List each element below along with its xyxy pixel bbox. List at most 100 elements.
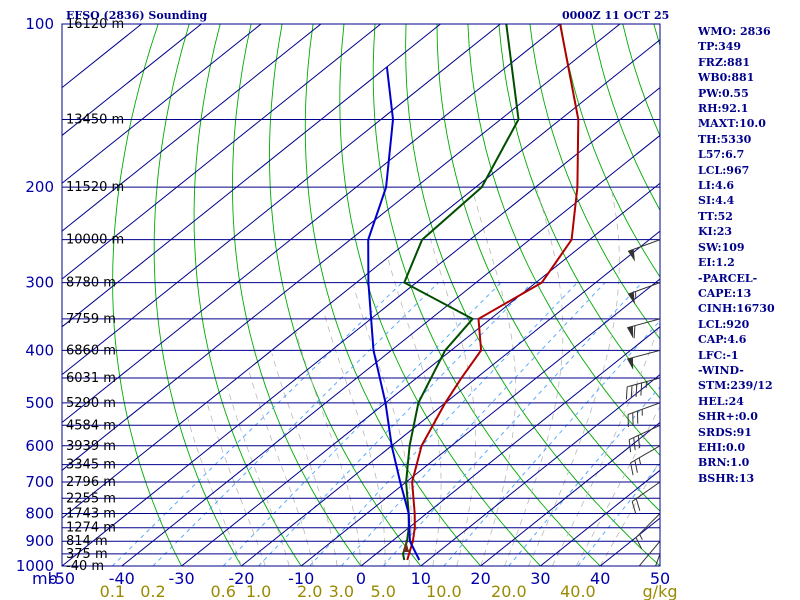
isotherm <box>420 373 660 566</box>
mixing-ratio-line <box>443 320 660 566</box>
height-label: 2255 m <box>66 491 116 506</box>
wind-barb-staff <box>627 239 660 252</box>
isotherm <box>62 24 202 137</box>
height-label: 4584 m <box>66 418 116 433</box>
index-item: -WIND- <box>698 363 744 377</box>
index-item: WB0:881 <box>698 71 755 85</box>
wind-barb-pennant <box>627 326 634 339</box>
wind-barb <box>627 402 660 428</box>
wind-barb-pennant <box>628 292 635 305</box>
index-item: HEL:24 <box>698 394 744 408</box>
temperature-tick-label: -10 <box>288 569 314 588</box>
wind-barb-full <box>633 325 636 339</box>
isotherm <box>62 24 501 376</box>
moist-adiabat <box>248 369 314 566</box>
temperature-tick-label: 50 <box>650 569 670 588</box>
pressure-tick-label: 800 <box>25 504 54 522</box>
wind-barb-half <box>641 409 643 416</box>
index-item: WMO: 2836 <box>698 25 771 38</box>
wind-barb-full <box>633 437 636 451</box>
height-label: 13450 m <box>66 112 124 127</box>
height-label: 6860 m <box>66 343 116 358</box>
wind-barb <box>631 481 660 514</box>
index-item: -PARCEL- <box>698 271 758 285</box>
pressure-tick-label: 100 <box>25 15 54 33</box>
isotherm <box>540 469 660 566</box>
isotherm <box>62 24 621 471</box>
wind-barb-staff <box>635 513 660 538</box>
wind-barb <box>627 349 660 370</box>
wind-barb-full <box>637 435 641 449</box>
index-item: TH:5330 <box>698 132 752 146</box>
temperature-tick-label: -20 <box>228 569 254 588</box>
index-item: STM:239/12 <box>698 379 773 393</box>
index-item: FRZ:881 <box>698 55 751 69</box>
height-label: 3939 m <box>66 439 116 454</box>
wind-barb-full <box>625 386 628 400</box>
moist-adiabat <box>227 388 290 566</box>
surface-marker <box>403 540 409 552</box>
height-label: 11520 m <box>66 180 124 195</box>
mixing-ratio-line <box>152 282 439 566</box>
moist-adiabat <box>353 286 412 566</box>
wind-barb-staff <box>631 481 660 502</box>
height-label: 814 m <box>66 534 108 549</box>
index-item: LFC:-1 <box>698 348 739 362</box>
wind-barb-pennant <box>627 357 634 370</box>
index-item: BRN:1.0 <box>698 456 750 470</box>
isotherm <box>360 326 660 566</box>
isotherm <box>62 24 561 424</box>
index-item: CINH:16730 <box>698 302 775 316</box>
pressure-tick-label: 500 <box>25 394 54 412</box>
wind-barb-full <box>635 537 643 550</box>
moist-adiabat <box>599 459 660 566</box>
height-label: 8780 m <box>66 276 116 291</box>
wind-barb <box>647 553 660 566</box>
wind-barb-full <box>628 439 632 453</box>
wind-barb-full <box>636 410 639 424</box>
moist-adiabat <box>206 402 266 566</box>
temperature-tick-label: -30 <box>169 569 195 588</box>
isotherm <box>121 134 660 566</box>
index-item: MAXT:10.0 <box>698 117 766 131</box>
indices-list: WMO: 2836 TP:349 FRZ:881 WB0:881 PW:0.55 RH:9… <box>698 24 798 486</box>
isotherm <box>62 24 441 328</box>
index-item: L57:6.7 <box>698 148 745 162</box>
height-label: 1274 m <box>66 521 116 536</box>
wind-barb-staff <box>628 424 660 441</box>
index-item: PW:0.55 <box>698 86 749 100</box>
mixing-ratio-tick-label: 1.0 <box>246 582 271 600</box>
isotherm <box>62 86 660 566</box>
temperature-tick-label: -50 <box>49 569 75 588</box>
mixing-ratio-tick-label: 10.0 <box>426 582 462 600</box>
wind-barb-full <box>635 384 638 397</box>
index-item: RH:92.1 <box>698 102 749 116</box>
wind-barb-pennant <box>628 249 635 262</box>
height-label: 6031 m <box>66 371 116 386</box>
pressure-tick-label: 600 <box>25 437 54 455</box>
index-item: TT:52 <box>698 209 733 223</box>
isotherm <box>241 230 660 566</box>
wind-barb <box>635 513 660 550</box>
wind-barb-staff <box>627 282 660 295</box>
index-item: LCL:920 <box>698 317 750 331</box>
index-item: EI:1.2 <box>698 256 735 270</box>
pressure-tick-label: 300 <box>25 274 54 292</box>
pressure-tick-label: 1000 <box>16 557 54 575</box>
index-item: SW:109 <box>698 240 745 254</box>
wind-barb-full <box>640 382 643 396</box>
pressure-tick-label: 200 <box>25 178 54 196</box>
isotherm <box>62 24 322 232</box>
moist-adiabat <box>387 257 442 566</box>
index-item: BSHR:13 <box>698 471 755 485</box>
moist-adiabat <box>528 187 620 566</box>
height-label: 1743 m <box>66 506 116 521</box>
isotherm <box>480 421 660 566</box>
wind-barb-staff <box>647 553 660 566</box>
mixing-ratio-tick-label: 2.0 <box>297 582 322 600</box>
wind-barb <box>628 424 660 453</box>
dewpoint-line <box>401 24 520 561</box>
wind-barb-full <box>636 567 648 578</box>
index-item: CAPE:13 <box>698 286 752 300</box>
